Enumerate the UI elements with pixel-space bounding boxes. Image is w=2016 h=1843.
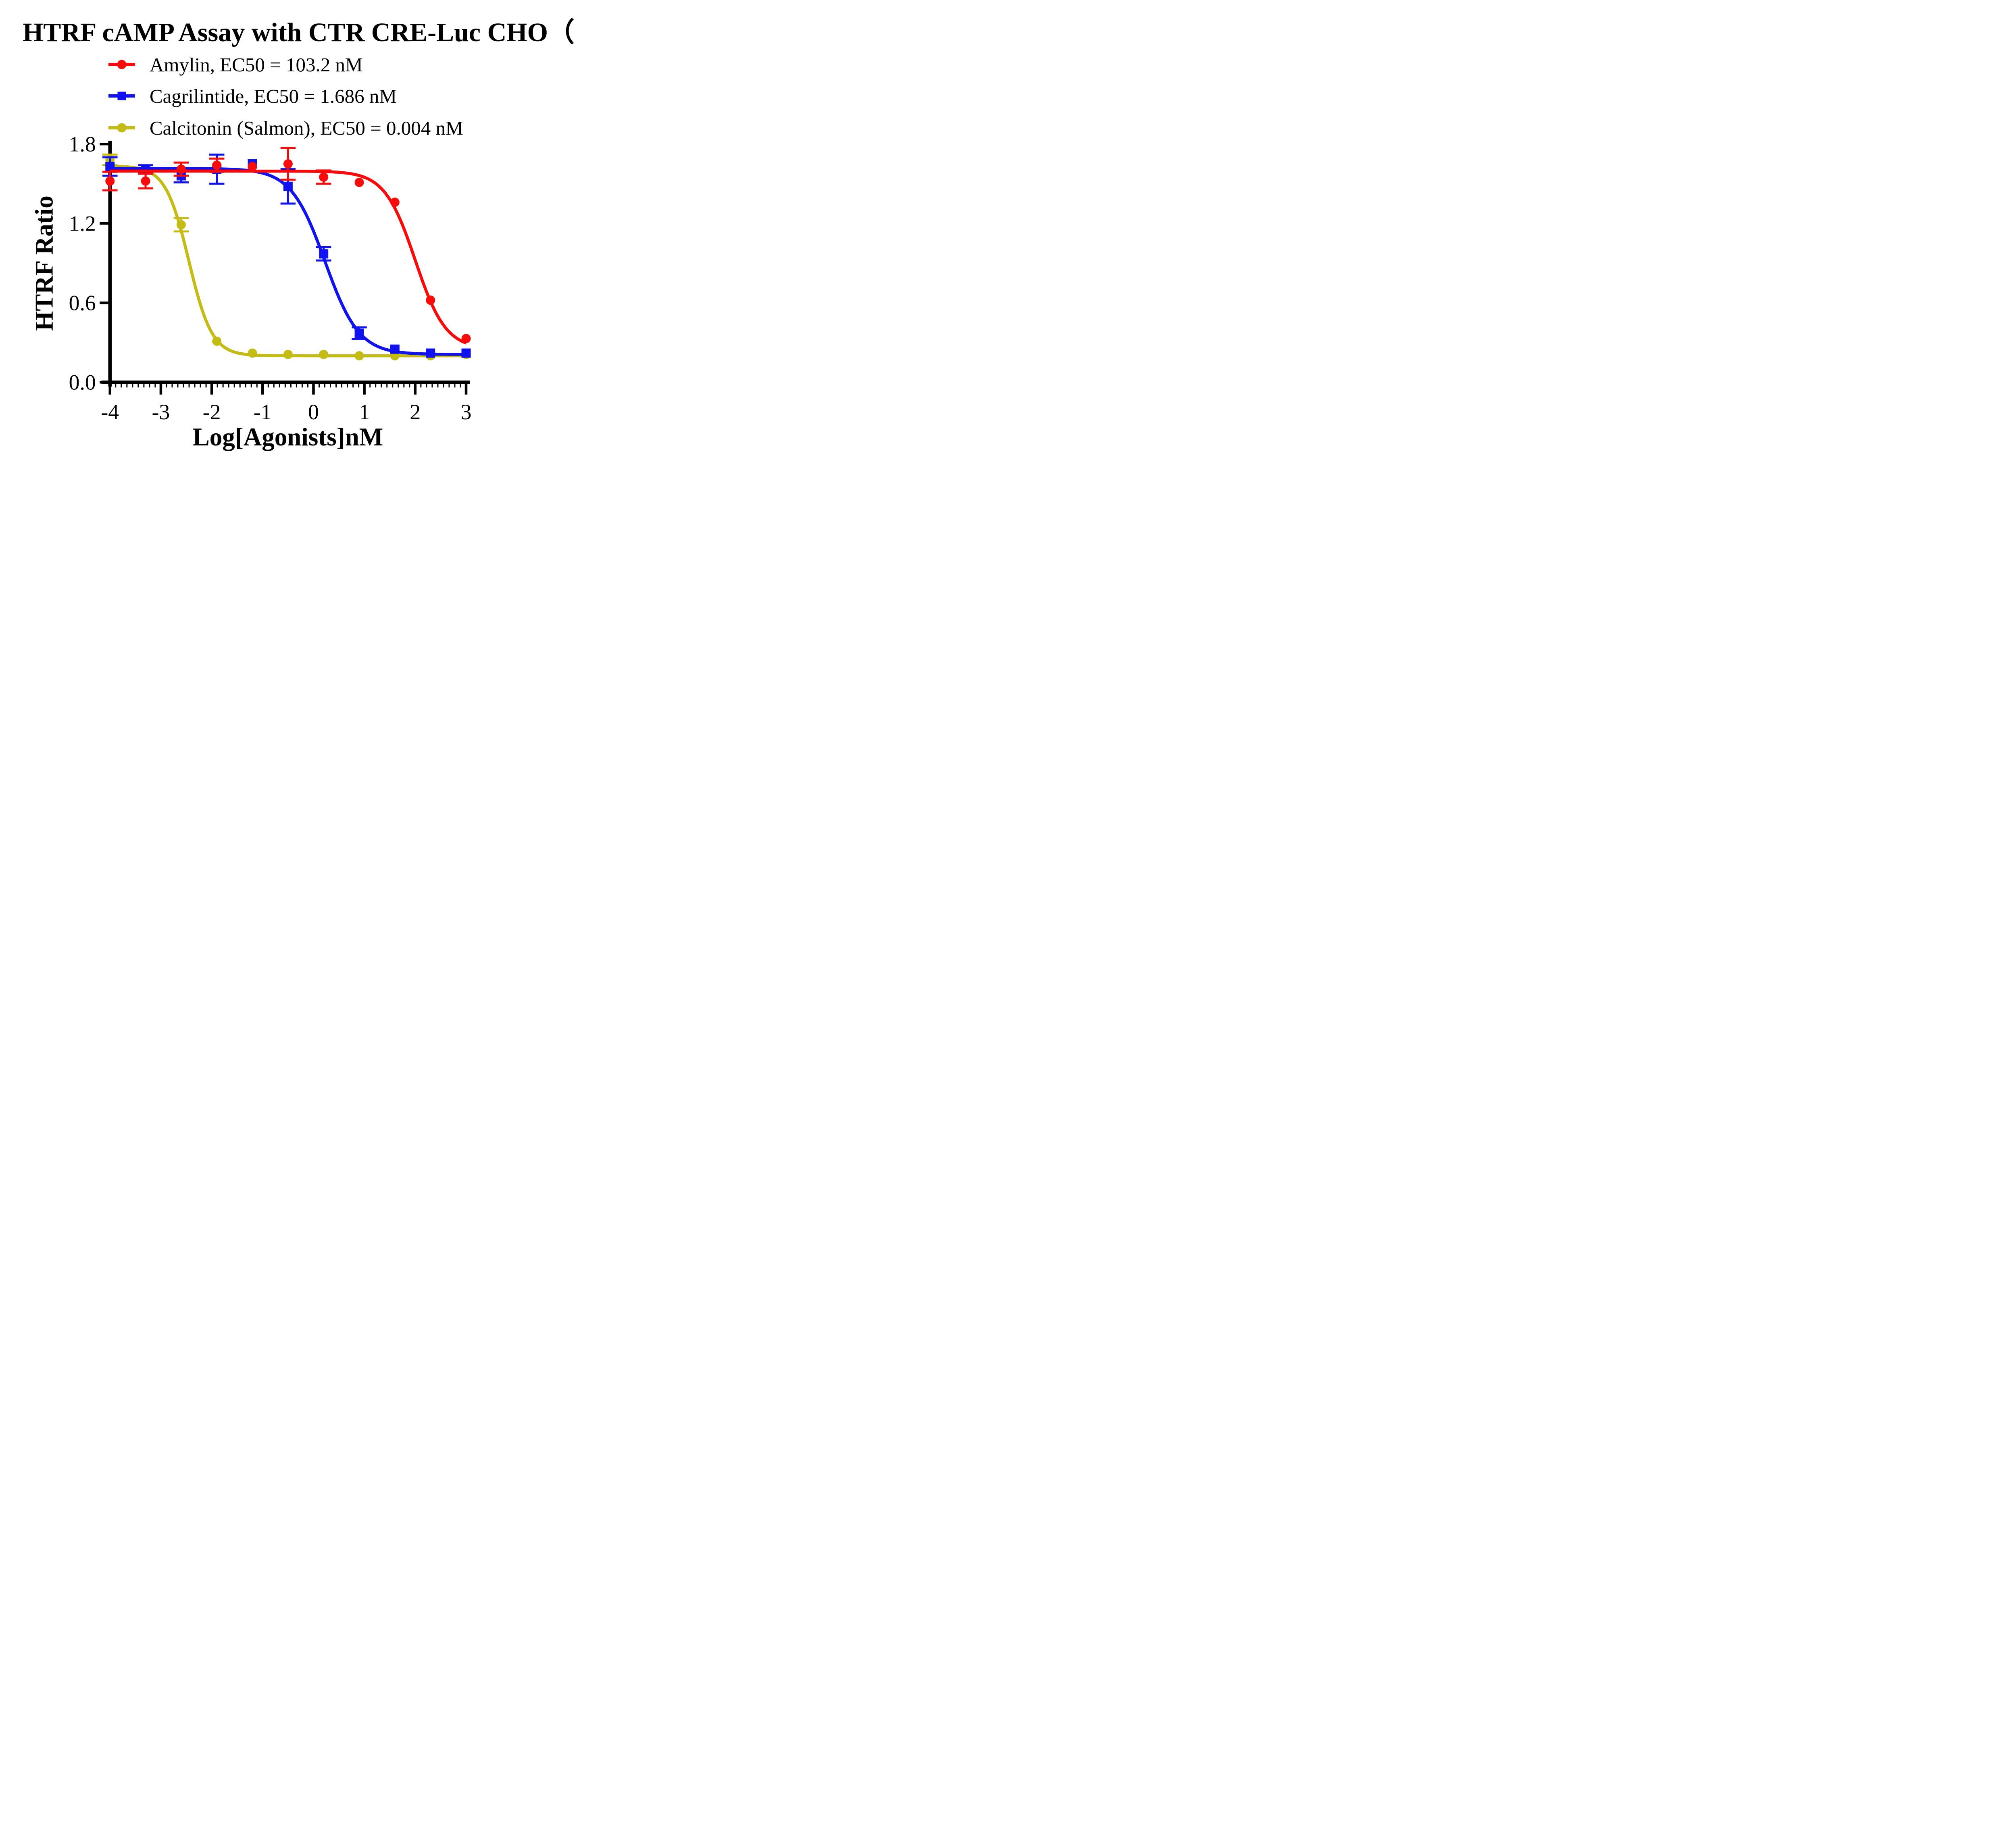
data-point-circle xyxy=(319,349,329,359)
data-point-circle xyxy=(105,176,115,186)
x-tick-label: -2 xyxy=(203,400,221,424)
data-point-square xyxy=(283,181,293,191)
calcitonin-legend-marker xyxy=(108,123,135,133)
x-tick-label: -4 xyxy=(101,400,119,424)
data-point-square xyxy=(426,348,435,358)
ticks xyxy=(100,143,468,395)
x-tick-label: 0 xyxy=(308,400,319,424)
data-point-circle xyxy=(212,160,222,170)
x-tick-label: 3 xyxy=(461,400,472,424)
series-cagrilintide xyxy=(102,154,471,358)
legend-item-cagrilintide: Cagrilintide, EC50 = 1.686 nM xyxy=(108,85,397,107)
data-point-circle xyxy=(390,198,400,207)
data-point-square xyxy=(319,249,329,259)
data-point-circle xyxy=(248,348,257,358)
series-amylin xyxy=(102,147,471,345)
data-point-circle xyxy=(248,162,257,171)
cagrilintide-legend-marker xyxy=(108,91,135,101)
data-point-circle xyxy=(283,349,293,359)
data-point-square xyxy=(105,162,115,171)
legend-item-amylin: Amylin, EC50 = 103.2 nM xyxy=(108,53,363,76)
data-point-circle xyxy=(354,177,364,187)
data-point-square xyxy=(354,329,364,338)
legend-label: Cagrilintide, EC50 = 1.686 nM xyxy=(150,85,397,107)
data-point-circle xyxy=(176,164,186,174)
data-point-square xyxy=(390,344,400,354)
x-minor-ticks xyxy=(115,383,461,388)
legend-item-calcitonin: Calcitonin (Salmon), EC50 = 0.004 nM xyxy=(108,116,463,139)
x-axis-title: Log[Agonists]nM xyxy=(192,423,383,451)
amylin-circle-marker-icon xyxy=(117,60,127,69)
data-point-circle xyxy=(461,334,471,343)
y-axis-title: HTRF Ratio xyxy=(30,196,58,331)
data-point-square xyxy=(461,348,471,358)
data-point-circle xyxy=(176,220,186,230)
y-tick-label: 1.8 xyxy=(69,132,96,156)
data-point-circle xyxy=(319,172,329,182)
chart-title: HTRF cAMP Assay with CTR CRE-Luc CHO（C1） xyxy=(23,18,574,47)
legend-label: Amylin, EC50 = 103.2 nM xyxy=(150,53,363,76)
data-point-circle xyxy=(354,351,364,361)
x-tick-label: -1 xyxy=(254,400,272,424)
tick-labels: 0.0 0.6 1.2 1.8 -4 -3 -2 -1 0 1 2 3 xyxy=(69,132,472,424)
data-point-circle xyxy=(283,159,293,168)
amylin-legend-marker xyxy=(108,60,135,69)
y-tick-label: 0.0 xyxy=(69,370,96,394)
y-tick-label: 0.6 xyxy=(69,291,96,315)
calcitonin-circle-marker-icon xyxy=(117,123,127,133)
data-point-circle xyxy=(426,295,435,305)
plot-area: 0.0 0.6 1.2 1.8 -4 -3 -2 -1 0 1 2 3 xyxy=(69,132,472,424)
cagrilintide-square-marker-icon xyxy=(117,92,126,100)
data-point-circle xyxy=(212,336,222,346)
y-tick-label: 1.2 xyxy=(69,211,96,235)
x-tick-label: -3 xyxy=(152,400,170,424)
data-point-circle xyxy=(141,176,150,186)
x-tick-label: 2 xyxy=(410,400,421,424)
x-tick-label: 1 xyxy=(359,400,370,424)
legend-label: Calcitonin (Salmon), EC50 = 0.004 nM xyxy=(150,116,463,139)
figure: 0.0 0.6 1.2 1.8 -4 -3 -2 -1 0 1 2 3 HTRF cAMP Assay… xyxy=(0,0,574,461)
